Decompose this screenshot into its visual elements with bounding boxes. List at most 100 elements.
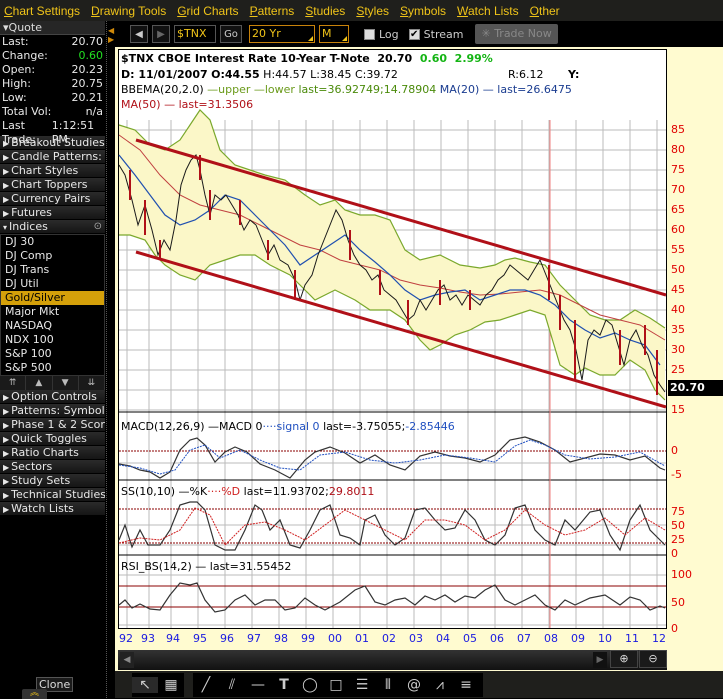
symbol-input[interactable]: $TNX bbox=[174, 25, 216, 43]
quote-row-change: Change: 0.60 bbox=[2, 49, 103, 62]
x-tick-11: 11 bbox=[625, 632, 639, 645]
menu-other[interactable]: Other bbox=[529, 3, 560, 18]
grid-select-icon[interactable]: ▦ bbox=[164, 677, 178, 693]
ss-legend[interactable]: SS(10,10) —%K····%D last=11.93702;29.801… bbox=[121, 485, 375, 498]
fan-lines-icon[interactable]: ⩘ bbox=[436, 677, 444, 693]
menu-grid-charts[interactable]: Grid Charts bbox=[177, 3, 239, 18]
scroll-down-icon[interactable]: ▼ bbox=[53, 376, 79, 390]
x-tick-07: 07 bbox=[517, 632, 531, 645]
quote-row-open: Open: 20.23 bbox=[2, 63, 103, 76]
index-item-dj30[interactable]: DJ 30 bbox=[5, 235, 35, 248]
scroll-up-icon[interactable]: ▲ bbox=[26, 376, 53, 390]
section-indices[interactable]: ▾ Indices ⊙ bbox=[0, 220, 105, 234]
index-item-sp500[interactable]: S&P 500 bbox=[5, 361, 52, 374]
lines-stack-icon[interactable]: ≡ bbox=[460, 677, 472, 693]
index-item-major-mkt[interactable]: Major Mkt bbox=[5, 305, 60, 318]
triangle-left-icon: ◀ bbox=[135, 28, 143, 40]
expand-triangle-icon: ▶ bbox=[3, 167, 10, 176]
y-tick-60: 60 bbox=[671, 223, 685, 236]
spiral-tool-icon[interactable]: @ bbox=[407, 677, 421, 693]
section-ratio-charts[interactable]: ▶ Ratio Charts bbox=[0, 446, 105, 460]
forward-button[interactable]: ▶ bbox=[152, 25, 170, 43]
ss-k-line bbox=[118, 501, 666, 552]
section-breakout-studies[interactable]: ▶ Breakout Studies bbox=[0, 136, 105, 150]
scroll-bottom-icon[interactable]: ⇊ bbox=[79, 376, 105, 390]
section-candle-patterns[interactable]: ▶Candle Patterns: Sy bbox=[0, 150, 105, 164]
cursor-icon[interactable]: ↖ bbox=[132, 677, 158, 693]
settings-circle-icon[interactable]: ⊙ bbox=[93, 221, 102, 232]
y-tick-15: 15 bbox=[671, 403, 685, 416]
horizontal-line-icon[interactable]: — bbox=[251, 677, 265, 693]
x-tick-06: 06 bbox=[490, 632, 504, 645]
bbema-legend[interactable]: BBEMA(20,2.0) —upper —lower last=36.9274… bbox=[121, 83, 572, 96]
chart-toolbar: ◀ ▶ $TNX Go 20 Yr M Log ✔ Stream ✳ Trade … bbox=[115, 21, 723, 47]
change-value: 0.60 bbox=[419, 52, 447, 65]
scroll-left-icon[interactable]: ◀ bbox=[120, 652, 134, 668]
macd-legend[interactable]: MACD(12,26,9) —MACD 0····signal 0 last=-… bbox=[121, 420, 455, 433]
fibonacci-retracement-icon[interactable]: ☰ bbox=[355, 677, 369, 693]
index-item-nasdaq[interactable]: NASDAQ bbox=[5, 319, 53, 332]
section-currency-pairs[interactable]: ▶ Currency Pairs bbox=[0, 192, 105, 206]
section-option-controls[interactable]: ▶ Option Controls bbox=[0, 390, 105, 404]
expand-triangle-icon: ▶ bbox=[3, 153, 10, 162]
expand-up-icon[interactable]: ︽ bbox=[22, 689, 47, 699]
ma50-legend[interactable]: MA(50) — last=31.3506 bbox=[121, 98, 254, 111]
sidebar: ▾Quote Last: 20.70 Change: 0.60 Open: 20.23… bbox=[0, 21, 105, 698]
section-futures[interactable]: ▶ Futures bbox=[0, 206, 105, 220]
collapse-sidebar-icon[interactable]: ◀ ▶ bbox=[108, 26, 115, 44]
section-chart-toppers[interactable]: ▶ Chart Toppers bbox=[0, 178, 105, 192]
interval-select[interactable]: M bbox=[319, 25, 349, 43]
chart-horizontal-scrollbar[interactable]: ◀ ▶ bbox=[118, 650, 667, 670]
rectangle-tool-icon[interactable]: □ bbox=[329, 677, 343, 693]
parallel-lines-icon[interactable]: ⫽ bbox=[228, 677, 236, 693]
text-tool-icon[interactable]: T bbox=[279, 677, 289, 693]
line-tool-icon[interactable]: ╱ bbox=[201, 677, 211, 693]
stream-checkbox[interactable]: ✔ Stream bbox=[408, 27, 464, 41]
menu-symbols[interactable]: Symbols bbox=[400, 3, 447, 18]
menu-drawing-tools[interactable]: Drawing Tools bbox=[91, 3, 167, 18]
index-item-gold-silver[interactable]: Gold/Silver bbox=[1, 291, 104, 305]
menu-watch-lists[interactable]: Watch Lists bbox=[457, 3, 519, 18]
rsi-tick-100: 100 bbox=[671, 568, 692, 581]
section-quick-toggles[interactable]: ▶ Quick Toggles bbox=[0, 432, 105, 446]
ss-tick-75: 75 bbox=[671, 505, 685, 518]
quote-header[interactable]: ▾Quote bbox=[0, 21, 105, 35]
menu-studies[interactable]: Studies bbox=[305, 3, 346, 18]
x-tick-94: 94 bbox=[166, 632, 180, 645]
indices-list: DJ 30 DJ Comp DJ Trans DJ Util Gold/Silv… bbox=[0, 234, 105, 376]
go-button[interactable]: Go bbox=[220, 25, 242, 43]
menu-patterns[interactable]: Patterns bbox=[249, 3, 295, 18]
checkbox-unchecked-icon bbox=[364, 28, 375, 40]
section-technical-studies[interactable]: ▶ Technical Studies bbox=[0, 488, 105, 502]
menu-chart-settings[interactable]: Chart Settings bbox=[4, 3, 81, 18]
index-item-ndx100[interactable]: NDX 100 bbox=[5, 333, 54, 346]
x-tick-05: 05 bbox=[463, 632, 477, 645]
x-tick-96: 96 bbox=[220, 632, 234, 645]
log-checkbox[interactable]: Log bbox=[364, 28, 399, 41]
menu-styles[interactable]: Styles bbox=[356, 3, 390, 18]
period-select[interactable]: 20 Yr bbox=[249, 25, 315, 43]
back-button[interactable]: ◀ bbox=[130, 25, 148, 43]
index-item-dj-util[interactable]: DJ Util bbox=[5, 277, 39, 290]
rsi-legend[interactable]: RSI_BS(14,2) — last=31.55452 bbox=[121, 560, 292, 573]
section-watch-lists[interactable]: ▶ Watch Lists bbox=[0, 502, 105, 516]
sidebar-splitter[interactable] bbox=[106, 21, 115, 698]
section-phase-scores[interactable]: ▶Phase 1 & 2 Scores bbox=[0, 418, 105, 432]
index-item-dj-comp[interactable]: DJ Comp bbox=[5, 249, 53, 262]
section-chart-styles[interactable]: ▶ Chart Styles bbox=[0, 164, 105, 178]
expand-triangle-icon: ▶ bbox=[3, 435, 10, 444]
section-patterns-symbols[interactable]: ▶ Patterns: Symbols bbox=[0, 404, 105, 418]
section-study-sets[interactable]: ▶ Study Sets bbox=[0, 474, 105, 488]
index-item-dj-trans[interactable]: DJ Trans bbox=[5, 263, 50, 276]
drawing-toolbar: ↖ ▦ ╱ ⫽ — T ◯ □ ☰ ⦀ @ ⩘ ≡ bbox=[115, 671, 723, 698]
ellipse-tool-icon[interactable]: ◯ bbox=[302, 677, 318, 693]
zoom-in-button[interactable]: ⊕ bbox=[610, 650, 638, 668]
trade-now-button[interactable]: ✳ Trade Now bbox=[475, 24, 558, 44]
zoom-out-button[interactable]: ⊖ bbox=[639, 650, 667, 668]
chart-graphics bbox=[118, 109, 667, 628]
fibonacci-timezones-icon[interactable]: ⦀ bbox=[384, 677, 392, 693]
index-item-sp100[interactable]: S&P 100 bbox=[5, 347, 52, 360]
scroll-right-icon[interactable]: ▶ bbox=[593, 652, 607, 668]
scroll-top-icon[interactable]: ⇈ bbox=[0, 376, 27, 390]
section-sectors[interactable]: ▶ Sectors bbox=[0, 460, 105, 474]
